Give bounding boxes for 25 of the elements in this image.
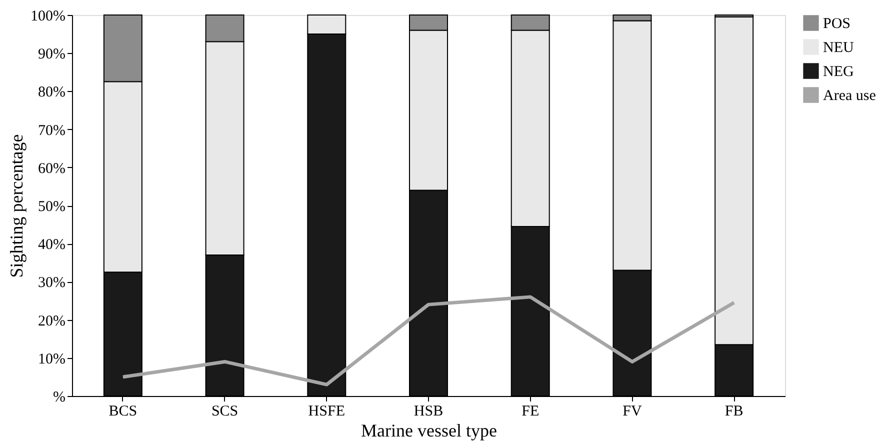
x-tick-label: FV <box>622 404 642 420</box>
x-tick-label: HSFE <box>308 404 345 420</box>
y-tick-label: 80% <box>38 84 66 101</box>
x-tick-label: HSB <box>414 404 444 420</box>
x-tick-label: FB <box>724 404 744 420</box>
y-tick-label: 20% <box>38 313 66 330</box>
legend-label: NEU <box>823 40 854 56</box>
y-tick-label: 50% <box>38 199 66 215</box>
y-tick-label: 10% <box>38 351 66 368</box>
line-series <box>121 295 736 386</box>
y-tick-label: 70% <box>38 122 66 139</box>
y-tick-label: % <box>53 390 66 406</box>
y-axis-title: Sighting percentage <box>6 134 27 278</box>
legend-label: Area use <box>823 88 876 104</box>
x-tick-label: FE <box>522 404 540 420</box>
legend-label: POS <box>823 16 851 32</box>
x-axis-title: Marine vessel type <box>361 420 497 440</box>
legend-label: NEG <box>823 64 854 80</box>
y-tick-label: 90% <box>38 46 66 63</box>
x-tick-label: BCS <box>108 404 138 420</box>
y-tick-label: 30% <box>38 275 66 292</box>
y-tick-label: 40% <box>38 237 66 254</box>
x-tick-label: SCS <box>211 404 238 420</box>
y-tick-label: 100% <box>30 8 66 24</box>
y-tick-label: 60% <box>38 160 66 177</box>
